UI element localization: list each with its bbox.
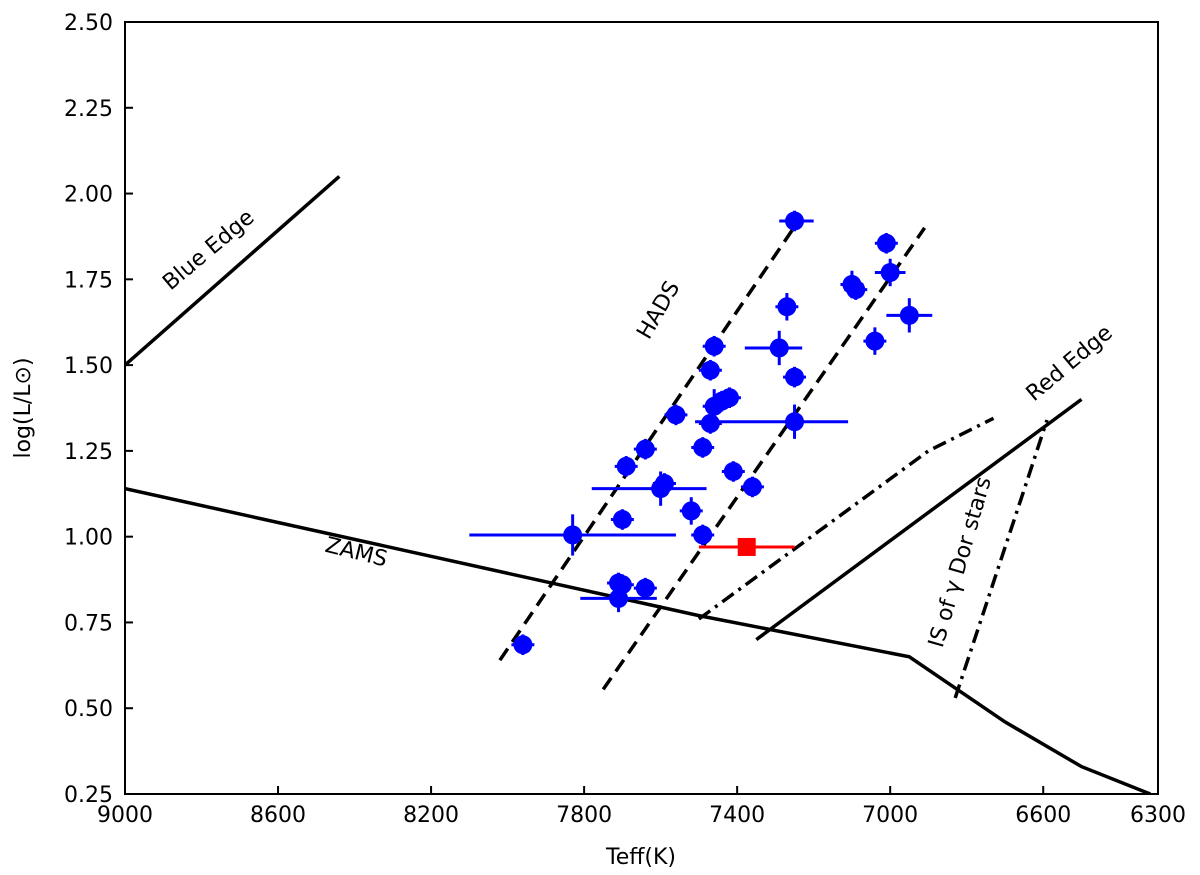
annotation-label: Blue Edge — [158, 205, 259, 296]
data-point — [693, 525, 713, 545]
x-axis: 9000 8600 8200 7800 7400 7000 6600 6300 — [97, 786, 1186, 828]
x-tick-label: 7000 — [862, 803, 918, 828]
data-point — [899, 305, 919, 325]
data-point — [681, 501, 701, 521]
reference-line-0 — [125, 175, 341, 367]
annotation-label: HADS — [632, 277, 685, 344]
annotation-label: ZAMS — [323, 533, 390, 573]
series-1 — [698, 537, 795, 556]
y-axis-label: log(L/L⊙) — [11, 357, 36, 458]
reference-line-5 — [697, 416, 995, 621]
series-0 — [469, 210, 933, 656]
data-point — [704, 396, 724, 416]
y-tick-label: 2.00 — [64, 183, 113, 208]
data-point — [785, 412, 805, 432]
reference-line-4 — [601, 226, 927, 691]
y-tick-label: 0.50 — [64, 697, 113, 722]
y-tick-label: 1.75 — [64, 268, 113, 293]
x-tick-label: 6600 — [1015, 803, 1071, 828]
data-point — [609, 588, 629, 608]
plot-frame — [124, 21, 1159, 795]
y-tick-label: 1.25 — [64, 440, 113, 465]
data-point — [880, 262, 900, 282]
y-tick-label: 0.25 — [64, 783, 113, 808]
y-tick-label: 1.00 — [64, 526, 113, 551]
y-tick-label: 2.50 — [64, 11, 113, 36]
data-point — [635, 578, 655, 598]
annotation-label: IS of γ Dor stars — [924, 474, 997, 650]
data-point — [785, 211, 805, 231]
x-tick-label: 7400 — [709, 803, 765, 828]
x-axis-label: Teff(K) — [605, 845, 676, 870]
y-tick-label: 2.25 — [64, 97, 113, 122]
data-point — [769, 338, 789, 358]
data-point — [865, 331, 885, 351]
data-point — [693, 437, 713, 457]
data-point — [777, 297, 797, 317]
data-point — [700, 360, 720, 380]
y-axis: 0.25 0.50 0.75 1.00 1.25 1.50 1.75 2.00 2.25 2.50 — [64, 11, 133, 808]
data-point — [704, 336, 724, 356]
plot-content: Blue Edge HADS ZAMS Red Edge IS of γ Dor sta… — [125, 175, 1151, 794]
reference-line-6 — [953, 419, 1049, 699]
data-point — [723, 461, 743, 481]
data-point — [785, 367, 805, 387]
data-point — [513, 635, 533, 655]
x-tick-label: 8200 — [403, 803, 459, 828]
reference-line-2 — [755, 397, 1083, 642]
data-point — [616, 456, 636, 476]
data-point — [651, 479, 671, 499]
x-tick-label: 7800 — [556, 803, 612, 828]
x-tick-label: 9000 — [97, 803, 153, 828]
data-point — [742, 477, 762, 497]
data-point — [635, 439, 655, 459]
annotation-label: Red Edge — [1022, 320, 1118, 406]
data-point — [666, 405, 686, 425]
data-point — [846, 280, 866, 300]
data-point — [737, 537, 756, 556]
x-tick-label: 8600 — [250, 803, 306, 828]
data-point — [700, 413, 720, 433]
x-tick-label: 6300 — [1130, 803, 1186, 828]
y-tick-label: 1.50 — [64, 354, 113, 379]
data-point — [612, 510, 632, 530]
y-tick-label: 0.75 — [64, 611, 113, 636]
data-point — [563, 525, 583, 545]
data-point — [876, 233, 896, 253]
